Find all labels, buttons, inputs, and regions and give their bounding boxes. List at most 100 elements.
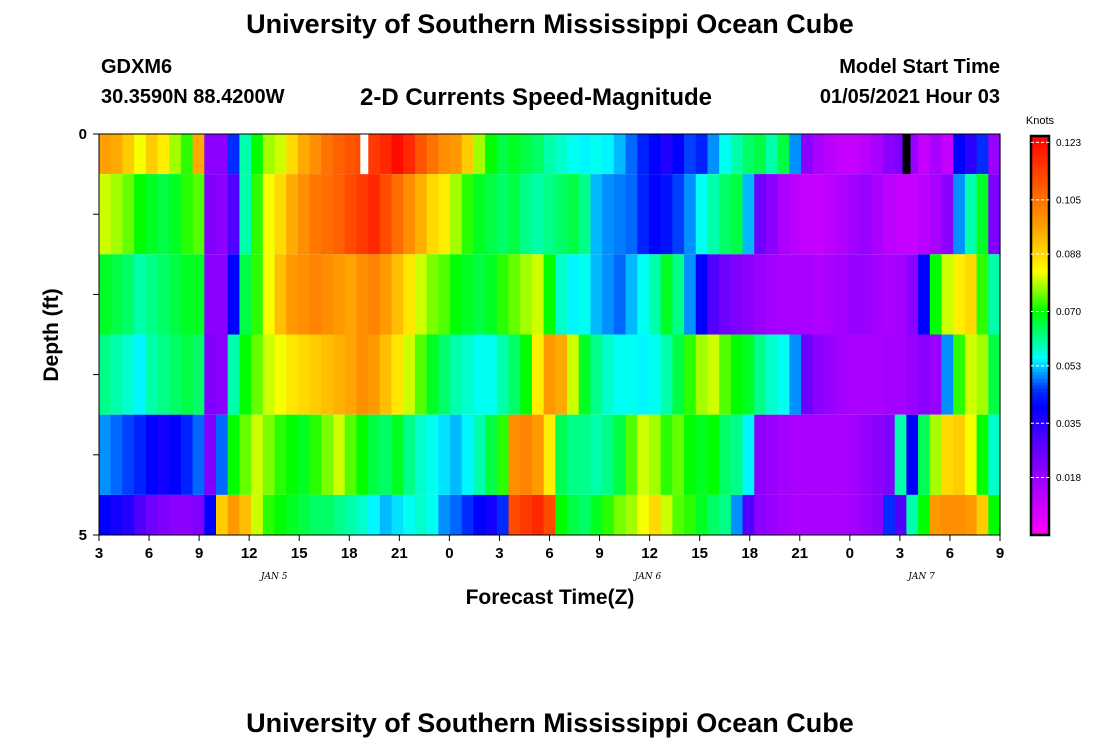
heatmap-cell [906,254,919,335]
heatmap-cell [765,174,779,255]
heatmap-cell [344,494,358,535]
heatmap-cell [742,334,755,415]
heatmap-cell [964,334,978,415]
heatmap-cell [297,174,311,255]
x-tick-label: 21 [391,545,408,562]
heatmap-cell [789,414,802,495]
heatmap-cell [836,334,849,415]
heatmap-cell [812,134,826,175]
heatmap-cell [625,134,638,175]
heatmap-cell [461,334,475,415]
colorbar-segment [1031,342,1049,346]
x-tick-label: 21 [791,545,808,562]
footer-title: University of Southern Mississippi Ocean… [246,708,854,738]
heatmap-cell [297,334,311,415]
heatmap-cell [894,414,907,495]
colorbar-segment [1031,292,1049,297]
heatmap-cell [180,174,194,255]
colorbar-segment [1031,235,1049,240]
heatmap-cell [356,334,369,415]
heatmap-cell [426,334,439,415]
heatmap-cell [602,334,615,415]
heatmap-cell [765,334,779,415]
colorbar-tick-label: 0.123 [1056,138,1081,149]
heatmap-cell [122,494,135,535]
colorbar-segment [1031,451,1049,456]
heatmap-cell [192,414,205,495]
heatmap-cell [333,334,346,415]
colorbar-segment [1031,525,1049,529]
colorbar-segment [1031,242,1049,247]
colorbar-segment [1031,415,1049,420]
heatmap-cell [625,174,638,255]
heatmap-cell [613,494,627,535]
colorbar-segment [1031,239,1049,243]
heatmap-cell [578,494,592,535]
heatmap-cell [567,494,580,535]
heatmap-cell [719,134,732,175]
heatmap-cell [871,334,884,415]
colorbar-segment [1031,255,1049,260]
heatmap-cell [695,494,709,535]
heatmap-cell [368,134,381,175]
heatmap-cell [438,494,451,535]
heatmap-cell [251,334,264,415]
heatmap-cell [227,334,241,415]
heatmap-cell [894,254,907,335]
heatmap-cell [765,254,779,335]
heatmap-cell [941,134,954,175]
heatmap-cell [824,494,837,535]
colorbar-segment [1031,425,1049,430]
heatmap-cell [882,174,896,255]
heatmap-cell [145,494,159,535]
heatmap-cell [251,174,264,255]
heatmap-cell [836,254,849,335]
heatmap-cell [976,334,989,415]
heatmap-cell [262,174,276,255]
heatmap-cell [859,254,872,335]
heatmap-cell [520,494,533,535]
heatmap-cell [590,174,603,255]
heatmap-cell [894,174,907,255]
heatmap-cell [169,174,182,255]
heatmap-cell [918,334,931,415]
heatmap-cell [192,494,205,535]
heatmap-cell [660,174,673,255]
heatmap-cell [180,494,194,535]
heatmap-cell [333,134,346,175]
x-tick-label: 18 [741,545,758,562]
heatmap-cell [227,414,241,495]
heatmap-cell [414,134,428,175]
heatmap-cell [309,174,322,255]
heatmap-cell [473,134,486,175]
x-tick-label: 0 [445,545,453,562]
heatmap-cell [964,134,978,175]
colorbar-segment [1031,192,1049,197]
heatmap-cell [625,494,638,535]
heatmap-cell [321,494,334,535]
heatmap-cell [239,174,252,255]
heatmap-cell [988,494,1001,535]
heatmap-cell [602,134,615,175]
heatmap-cell [169,134,182,175]
heatmap-cell [684,174,697,255]
heatmap-cell [847,494,861,535]
heatmap-cell [520,414,533,495]
heatmap-cell [660,414,673,495]
colorbar-segment [1031,511,1049,516]
heatmap-cell [204,254,217,335]
heatmap-cell [988,134,1001,175]
colorbar-segment [1031,322,1049,327]
heatmap-cell [777,334,790,415]
colorbar-segment [1031,471,1049,476]
heatmap-cell [578,174,592,255]
heatmap-cell [730,174,744,255]
heatmap-cell [274,134,287,175]
heatmap-cell [660,334,673,415]
colorbar-segment [1031,298,1049,303]
colorbar-segment [1031,145,1049,150]
heatmap-cell [637,414,650,495]
heatmap-cell [110,174,123,255]
heatmap-cell [426,254,439,335]
heatmap-cell [216,254,229,335]
